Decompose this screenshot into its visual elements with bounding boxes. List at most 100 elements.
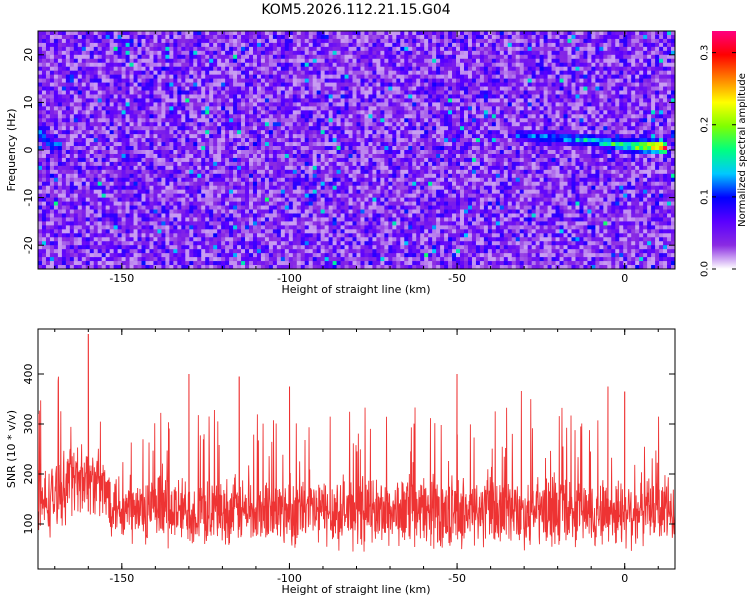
spectrogram-cell [217,82,222,87]
spectrogram-cell [149,54,154,60]
spectrogram-cell [312,130,318,135]
spectrogram-cell [256,150,262,155]
spectrogram-cell [221,122,226,127]
spectrogram-cell [272,62,278,68]
spectrogram-cell [316,213,322,218]
spectrogram-cell [145,146,150,151]
spectrogram-cell [217,189,222,195]
spectrogram-cell [69,173,75,179]
spectrogram-cell [360,169,365,175]
spectrogram-cell [53,237,59,242]
spectrogram-cell [89,146,95,151]
spectrogram-cell [280,213,286,218]
spectrogram-cell [209,134,214,139]
spectrogram-cell [364,126,369,131]
spectrogram-cell [169,217,174,222]
spectrogram-cell [185,257,190,262]
spectrogram-cell [304,177,310,183]
spectrogram-cell [280,150,286,155]
spectrogram-cell [97,217,103,222]
spectrogram-cell [213,249,218,254]
spectrogram-cell [38,237,43,242]
spectrogram-cell [65,94,71,99]
spectrogram-cell [77,146,83,151]
spectrogram-cell [213,201,218,206]
spectrogram-cell [89,74,95,79]
spectrogram-cell [65,146,71,151]
spectrogram-cell [284,169,290,175]
spectrogram-cell [332,66,337,72]
spectrogram-cell [169,134,174,139]
spectrogram-cell [328,142,334,147]
spectrogram-cell [81,265,87,269]
spectrogram-cell [81,185,87,191]
spectrogram-cell [137,82,142,87]
spectrogram-cell [85,110,91,115]
spectrogram-cell [97,78,103,83]
spectrogram-cell [105,193,111,198]
spectrogram-cell [105,110,111,115]
spectrogram-cell [264,142,270,147]
spectrogram-cell [201,245,206,250]
spectrogram-cell [352,58,357,64]
spectrogram-cell [304,118,310,123]
spectrogram-cell [117,114,123,119]
spectrogram-cell [352,46,357,52]
spectrogram-cell [340,209,345,214]
spectrogram-cell [241,185,246,191]
spectrogram-cell [256,161,262,167]
spectrogram-cell [264,86,270,91]
spectrogram-cell [197,213,202,218]
spectrogram-cell [304,78,310,83]
spectrogram-cell [256,142,262,147]
spectrogram-cell [205,165,210,171]
spectrogram-cell [189,78,194,83]
spectrogram-cell [276,173,282,179]
spectrogram-cell [245,94,250,99]
spectrogram-cell [308,173,314,179]
spectrogram-cell [109,261,115,266]
spectrogram-cell [93,237,99,242]
spectrogram-cell [65,134,71,139]
spectrogram-cell [300,66,306,72]
spectrogram-cell [288,142,294,147]
spectrogram-cell [177,78,182,83]
spectrogram-cell [101,233,107,238]
spectrogram-cell [61,150,67,155]
spectrogram-cell [133,134,138,139]
spectrogram-cell [252,98,258,103]
spectrogram-cell [292,42,298,48]
spectrogram-cell [165,122,170,127]
spectrogram-cell [53,38,59,44]
spectrogram-cell [229,161,234,167]
spectrogram-cell [352,213,357,218]
spectrogram-cell [141,177,146,183]
spectrogram-cell [213,38,218,44]
spectrogram-cell [45,185,51,191]
spectrogram-cell [288,42,294,48]
spectrogram-cell [121,249,126,254]
spectrogram-cell [173,253,178,258]
spectrogram-cell [201,54,206,60]
spectrogram-cell [77,50,83,56]
spectrogram-cell [173,138,178,143]
spectrogram-cell [221,245,226,250]
spectrogram-cell [209,62,214,68]
spectrogram-cell [336,181,341,187]
spectrogram-cell [225,253,230,258]
spectrogram-cell [165,157,170,163]
spectrogram-cell [193,193,198,198]
spectrogram-cell [117,66,123,72]
spectrogram-cell [105,185,111,191]
spectrogram-cell [38,122,43,127]
spectrogram-cell [360,161,365,167]
spectrogram-cell [245,122,250,127]
spectrogram-cell [268,31,274,36]
spectrogram-cell [109,130,115,135]
spectrogram-cell [324,34,330,40]
spectrogram-cell [57,50,63,56]
spectrogram-cell [133,153,138,159]
spectrogram-cell [217,94,222,99]
spectrogram-cell [57,38,63,44]
spectrogram-cell [292,142,298,147]
